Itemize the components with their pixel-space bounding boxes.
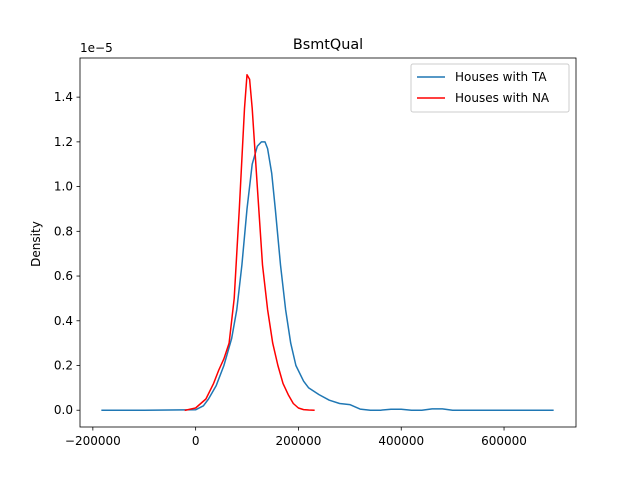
y-axis-ticks: 0.0 0.2 0.4 0.6 0.8 1.0 1.2 1.4	[54, 90, 80, 417]
y-tick-label: 0.0	[54, 403, 73, 417]
legend-label-na: Houses with NA	[455, 91, 550, 105]
x-axis-ticks: −200000 0 200000 400000 600000	[65, 427, 527, 448]
legend: Houses with TA Houses with NA	[410, 63, 570, 113]
y-tick-label: 0.8	[54, 224, 73, 238]
legend-label-ta: Houses with TA	[455, 70, 547, 84]
plot-area-frame	[79, 57, 577, 428]
series-line-ta	[101, 141, 554, 411]
x-tick-label: 0	[192, 434, 200, 448]
x-tick-label: 200000	[276, 434, 322, 448]
y-tick-label: 1.4	[54, 90, 73, 104]
y-tick-label: 1.2	[54, 135, 73, 149]
y-offset-text: 1e−5	[80, 41, 113, 55]
chart-title: BsmtQual	[293, 37, 363, 53]
y-tick-label: 0.2	[54, 359, 73, 373]
legend-box	[410, 63, 570, 113]
x-tick-label: 600000	[481, 434, 527, 448]
y-tick-label: 0.4	[54, 314, 73, 328]
y-tick-label: 0.6	[54, 269, 73, 283]
series-line-na	[184, 74, 315, 412]
y-tick-label: 1.0	[54, 180, 73, 194]
series-layer	[101, 74, 554, 412]
y-axis-label: Density	[29, 221, 43, 267]
x-tick-label: 400000	[378, 434, 424, 448]
x-tick-label: −200000	[65, 434, 121, 448]
